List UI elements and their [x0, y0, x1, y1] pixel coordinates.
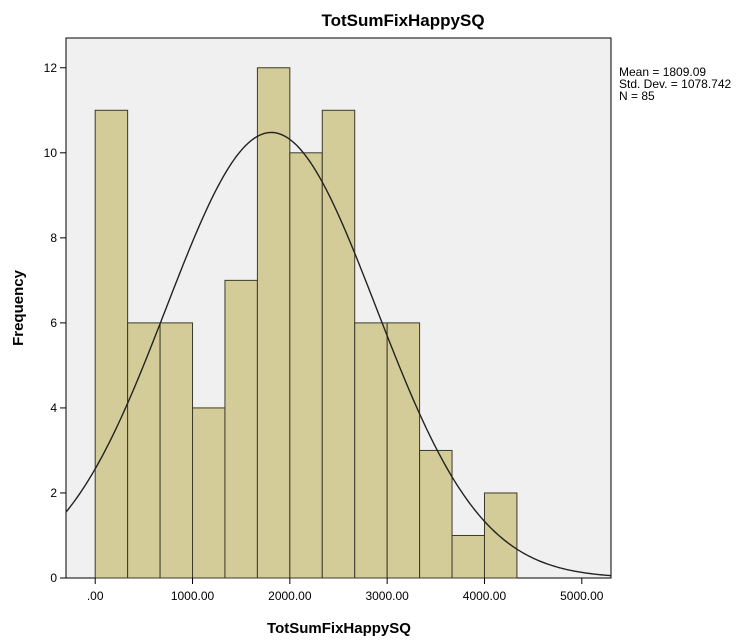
chart-title: TotSumFixHappySQ — [321, 11, 484, 30]
histogram-bar — [321, 109, 356, 579]
histogram-bar — [192, 407, 226, 579]
stats-n: N = 85 — [619, 89, 655, 103]
y-tick-label: 4 — [50, 401, 57, 415]
x-tick-label: 4000.00 — [463, 589, 507, 603]
bars-group — [94, 67, 518, 579]
histogram-bar — [159, 322, 194, 579]
histogram-bar — [354, 322, 388, 579]
normal-curve — [65, 131, 612, 577]
y-tick-label: 6 — [50, 316, 57, 330]
histogram-bar — [224, 279, 258, 579]
stats-mean: Mean = 1809.09 — [619, 65, 707, 79]
histogram-bar — [289, 152, 323, 579]
stats-box: Mean = 1809.09 Std. Dev. = 1078.742 N = … — [619, 66, 731, 102]
x-tick-label: .00 — [87, 589, 104, 603]
x-axis: .00 1000.00 2000.00 3000.00 4000.00 5000.00 — [87, 578, 604, 603]
histogram-bar — [127, 322, 161, 579]
histogram-bar — [483, 492, 518, 579]
y-axis-label: Frequency — [10, 269, 27, 346]
y-tick-label: 0 — [50, 571, 57, 585]
histogram-bar — [256, 67, 291, 579]
y-axis: 0 2 4 6 8 10 12 — [44, 61, 66, 585]
x-axis-label: TotSumFixHappySQ — [267, 620, 411, 637]
histogram-bar — [94, 109, 129, 579]
y-tick-label: 8 — [50, 231, 57, 245]
x-tick-label: 5000.00 — [560, 589, 604, 603]
stats-std-dev: Std. Dev. = 1078.742 — [619, 77, 732, 91]
histogram-bar — [419, 449, 453, 579]
x-tick-label: 3000.00 — [365, 589, 409, 603]
histogram-bar — [451, 534, 485, 579]
y-tick-label: 2 — [50, 486, 57, 500]
y-tick-label: 10 — [44, 146, 58, 160]
y-tick-label: 12 — [44, 61, 58, 75]
histogram-bar — [386, 322, 421, 579]
x-tick-label: 2000.00 — [268, 589, 312, 603]
x-tick-label: 1000.00 — [171, 589, 215, 603]
